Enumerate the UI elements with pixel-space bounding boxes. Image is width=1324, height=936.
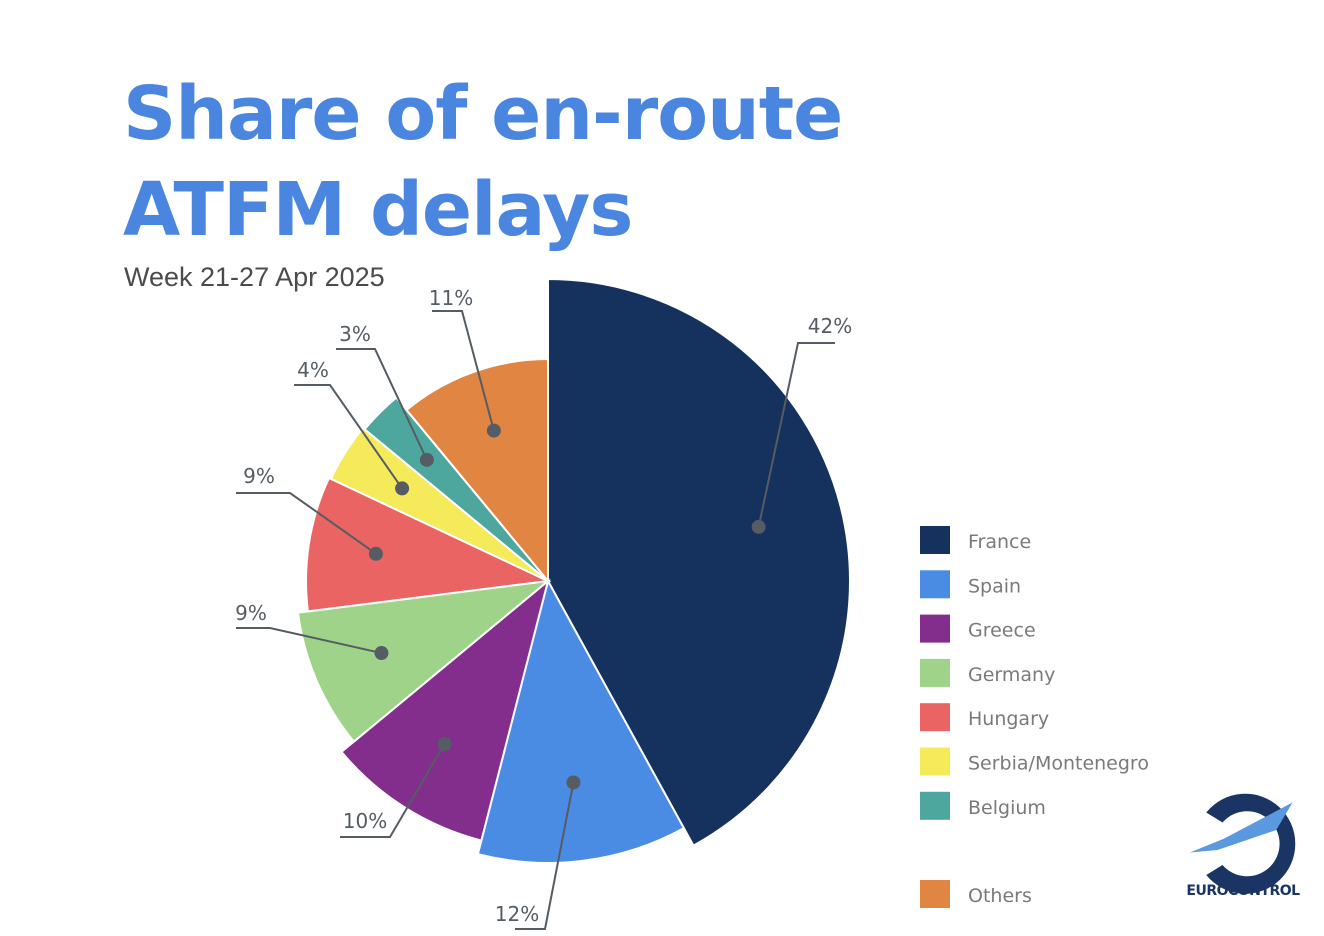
data-label: 10%	[343, 809, 387, 833]
legend-label: Belgium	[968, 797, 1046, 819]
leader-line	[340, 743, 446, 838]
pie-leader-lines: 42% 12% 10% 9% 9% 4% 3% 11%	[235, 286, 852, 930]
chart-legend: France Spain Greece Germany Hungary Serbia/Mo…	[920, 526, 1149, 908]
leader-line	[432, 310, 495, 431]
leader-dot	[419, 452, 434, 467]
legend-swatch	[920, 747, 950, 776]
legend-swatch	[920, 658, 950, 687]
leader-line	[236, 627, 382, 655]
chart-title: Share of en-route ATFM delays	[123, 71, 843, 253]
pie-slice-france	[547, 277, 851, 848]
leader-dot	[751, 519, 766, 534]
legend-label: Hungary	[968, 708, 1049, 730]
pie-slice-serbia-montenegro	[329, 426, 549, 582]
data-label: 9%	[235, 601, 267, 625]
leader-dot	[437, 736, 452, 751]
data-label: 42%	[808, 314, 852, 338]
eurocontrol-logo-icon	[1190, 793, 1296, 894]
legend-swatch	[920, 570, 950, 599]
data-label: 4%	[297, 358, 329, 382]
pie-slice-hungary	[305, 476, 552, 613]
legend-swatch	[920, 880, 950, 908]
legend-label: Spain	[968, 575, 1021, 597]
pie-slice-belgium	[363, 396, 549, 582]
pie-slice-spain	[476, 578, 686, 864]
pie-slice-greece	[340, 578, 550, 842]
eurocontrol-logo-text: EUROCONTROL	[1186, 883, 1300, 899]
leader-dot	[486, 423, 501, 438]
pie-slice-germany	[296, 579, 552, 744]
pie-slice-others	[405, 357, 549, 584]
legend-swatch	[920, 614, 950, 643]
pie-slices	[296, 277, 851, 864]
legend-label: France	[968, 531, 1031, 553]
legend-swatch	[920, 703, 950, 732]
leader-line	[515, 782, 575, 930]
leader-dot	[368, 546, 383, 561]
leader-dot	[395, 481, 410, 496]
legend-label: Germany	[968, 664, 1055, 686]
leader-line	[236, 492, 377, 555]
legend-label: Serbia/Montenegro	[968, 753, 1149, 775]
data-label: 12%	[495, 902, 539, 926]
legend-label: Others	[968, 885, 1032, 907]
legend-swatch	[920, 791, 950, 820]
leader-dot	[566, 775, 581, 790]
legend-swatch	[920, 526, 950, 554]
leader-line	[294, 384, 403, 489]
leader-dot	[374, 646, 389, 661]
data-label: 11%	[429, 286, 473, 310]
data-label: 9%	[243, 464, 275, 488]
leader-line	[757, 342, 835, 528]
legend-label: Greece	[968, 620, 1036, 642]
chart-subtitle: Week 21-27 Apr 2025	[124, 262, 385, 292]
leader-line	[336, 348, 428, 461]
data-label: 3%	[339, 322, 371, 346]
